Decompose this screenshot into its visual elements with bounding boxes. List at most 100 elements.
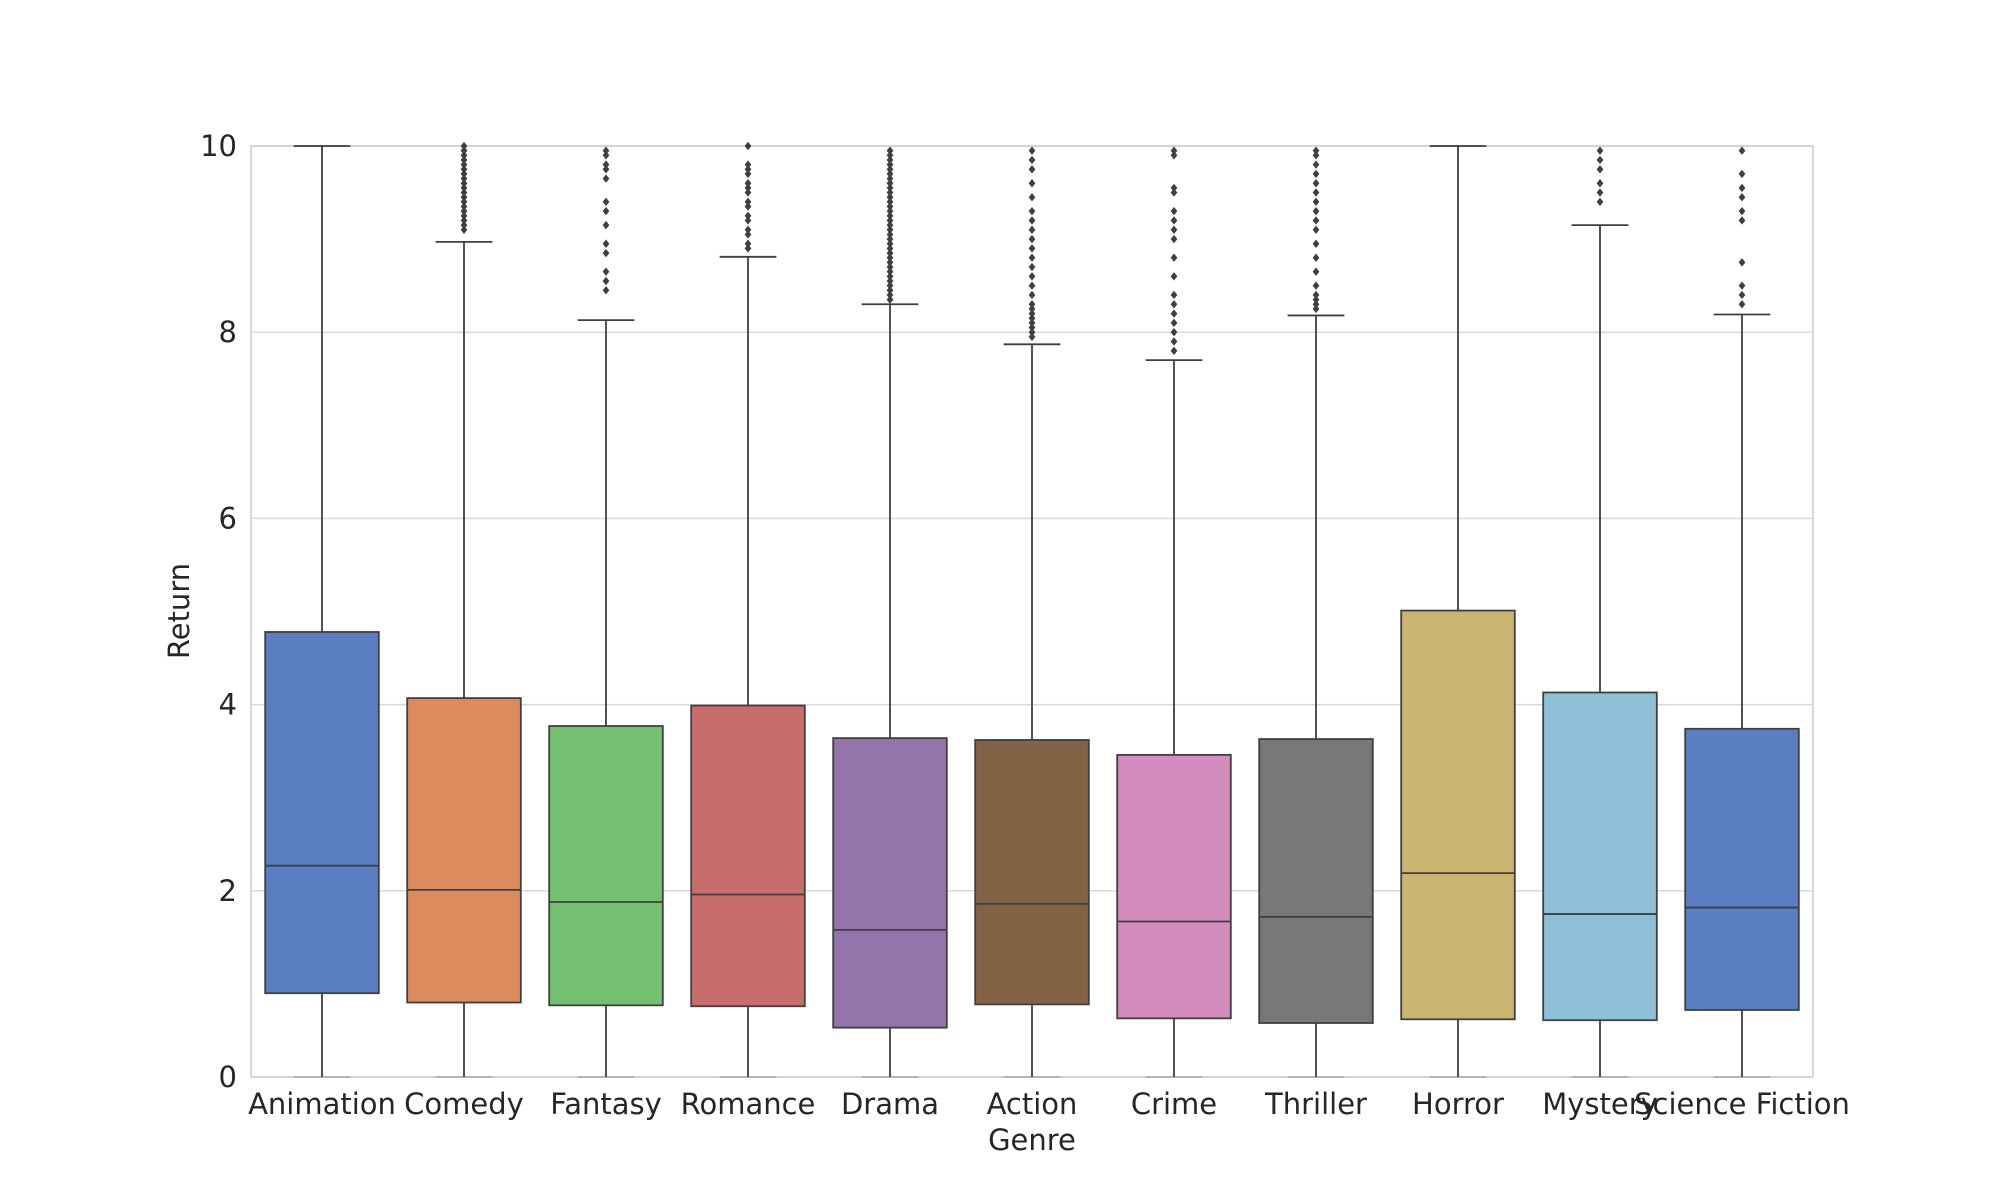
outlier-point (602, 239, 610, 248)
outlier-point (460, 202, 468, 211)
outlier-point (1596, 155, 1604, 165)
outlier-point (744, 160, 752, 169)
box-body (1542, 691, 1658, 1022)
outlier-point (602, 197, 610, 207)
y-tick-label: 4 (219, 688, 237, 722)
outlier-point (1028, 272, 1036, 281)
box-4 (832, 146, 948, 1078)
outlier-point (886, 244, 894, 253)
outlier-point (744, 239, 752, 248)
outlier-point (744, 216, 752, 225)
outlier-point (1738, 300, 1746, 309)
outlier-point (1312, 267, 1320, 276)
outlier-point (460, 183, 468, 193)
outlier-point (1312, 225, 1320, 234)
box-0 (264, 145, 380, 1078)
outlier-point (602, 267, 610, 276)
outlier-point (886, 146, 894, 155)
outlier-point (1738, 216, 1746, 225)
outlier-point (460, 193, 468, 202)
outlier-point (460, 146, 468, 155)
box-8 (1400, 145, 1516, 1078)
x-tick-label: Action (987, 1087, 1078, 1121)
x-tick-label: Animation (248, 1087, 396, 1121)
outlier-point (1028, 216, 1036, 225)
outlier-point (602, 151, 610, 160)
box-2 (548, 146, 664, 1078)
outlier-point (744, 141, 752, 151)
outlier-point (1312, 188, 1320, 197)
outlier-point (460, 225, 468, 234)
outlier-point (886, 253, 894, 262)
outlier-point (460, 188, 468, 197)
outlier-point (1028, 314, 1036, 323)
outlier-point (1312, 295, 1320, 304)
outlier-point (1028, 244, 1036, 253)
x-tick-label: Drama (841, 1087, 939, 1121)
outlier-point (460, 216, 468, 225)
outlier-point (602, 276, 610, 286)
outlier-point (886, 202, 894, 211)
outlier-point (886, 193, 894, 202)
outlier-point (1170, 151, 1178, 160)
outlier-point (886, 267, 894, 276)
outlier-point (886, 155, 894, 165)
outlier-point (744, 179, 752, 188)
y-tick-label: 8 (219, 315, 237, 349)
outlier-point (886, 225, 894, 234)
outlier-point (1738, 193, 1746, 202)
box-body (1116, 753, 1232, 1020)
outlier-point (1028, 206, 1036, 216)
y-tick-label: 2 (219, 874, 237, 908)
box-7 (1258, 146, 1374, 1078)
outlier-point (1028, 328, 1036, 337)
outlier-point (886, 174, 894, 183)
outlier-point (886, 165, 894, 174)
outlier-point (1596, 165, 1604, 174)
y-tick-label: 6 (219, 501, 237, 535)
outlier-point (886, 220, 894, 230)
outlier-point (886, 272, 894, 281)
box-body (548, 725, 664, 1007)
outlier-point (886, 230, 894, 239)
outlier-point (1312, 197, 1320, 207)
outlier-point (602, 206, 610, 216)
outlier-point (1596, 146, 1604, 155)
box-body (406, 697, 522, 1004)
outlier-point (1738, 290, 1746, 300)
outlier-point (1312, 206, 1320, 216)
outlier-point (1170, 206, 1178, 216)
outlier-point (886, 160, 894, 169)
outlier-point (1170, 146, 1178, 155)
outlier-point (1028, 262, 1036, 272)
outlier-point (1312, 216, 1320, 225)
outlier-point (1170, 309, 1178, 318)
box-6 (1116, 146, 1232, 1078)
outlier-point (744, 188, 752, 197)
box-body (832, 737, 948, 1029)
outlier-point (1028, 290, 1036, 300)
outlier-point (1028, 179, 1036, 188)
outlier-point (1312, 253, 1320, 262)
outlier-point (1028, 155, 1036, 165)
x-tick-label: Fantasy (550, 1087, 662, 1121)
outlier-point (1170, 188, 1178, 197)
outlier-point (886, 286, 894, 295)
outlier-point (460, 165, 468, 174)
x-tick-label: Mystery (1542, 1087, 1658, 1121)
outlier-point (602, 146, 610, 155)
outlier-point (460, 206, 468, 216)
outlier-point (602, 220, 610, 230)
outlier-point (744, 169, 752, 179)
y-axis-label: Return (162, 563, 196, 659)
outlier-point (1312, 160, 1320, 169)
outlier-point (886, 281, 894, 290)
outlier-point (886, 169, 894, 179)
outlier-point (886, 290, 894, 300)
outlier-point (1028, 146, 1036, 155)
outlier-point (460, 220, 468, 230)
y-tick-label: 10 (200, 129, 237, 163)
outlier-point (1170, 183, 1178, 193)
outlier-point (886, 197, 894, 207)
outlier-point (1312, 281, 1320, 290)
